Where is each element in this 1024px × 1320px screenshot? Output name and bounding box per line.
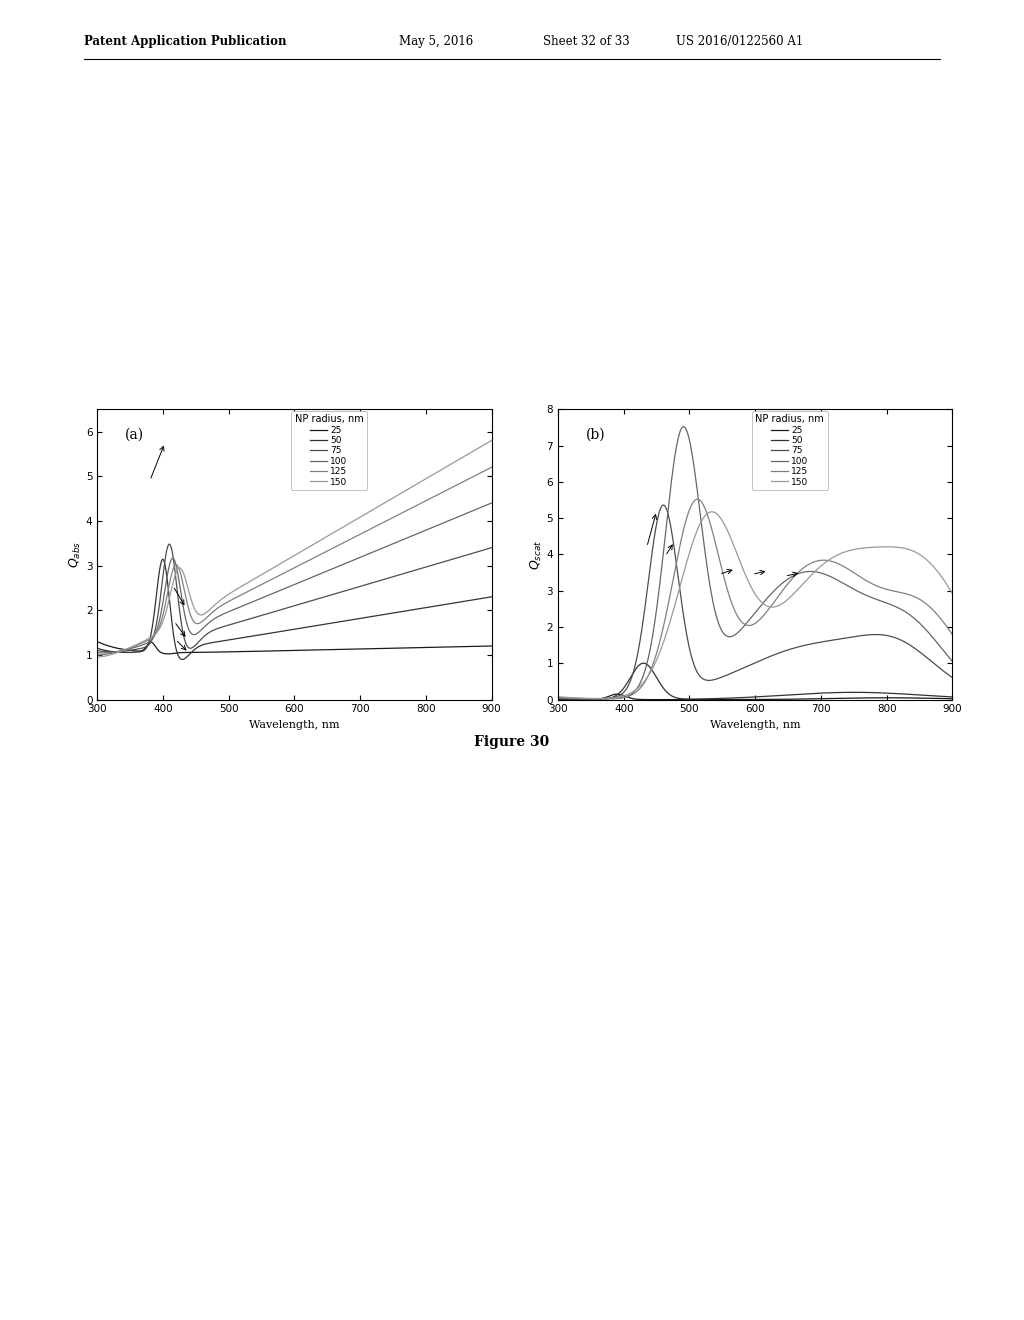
- Text: Sheet 32 of 33: Sheet 32 of 33: [543, 34, 630, 48]
- Y-axis label: $Q_{scat}$: $Q_{scat}$: [528, 540, 544, 569]
- Text: Figure 30: Figure 30: [474, 735, 550, 748]
- Y-axis label: $Q_{abs}$: $Q_{abs}$: [68, 541, 83, 568]
- Text: US 2016/0122560 A1: US 2016/0122560 A1: [676, 34, 803, 48]
- Text: May 5, 2016: May 5, 2016: [399, 34, 474, 48]
- Legend: 25, 50, 75, 100, 125, 150: 25, 50, 75, 100, 125, 150: [752, 411, 827, 490]
- Text: (b): (b): [586, 428, 605, 441]
- Text: Patent Application Publication: Patent Application Publication: [84, 34, 287, 48]
- Text: (a): (a): [125, 428, 144, 441]
- X-axis label: Wavelength, nm: Wavelength, nm: [249, 719, 340, 730]
- Legend: 25, 50, 75, 100, 125, 150: 25, 50, 75, 100, 125, 150: [291, 411, 367, 490]
- X-axis label: Wavelength, nm: Wavelength, nm: [710, 719, 801, 730]
